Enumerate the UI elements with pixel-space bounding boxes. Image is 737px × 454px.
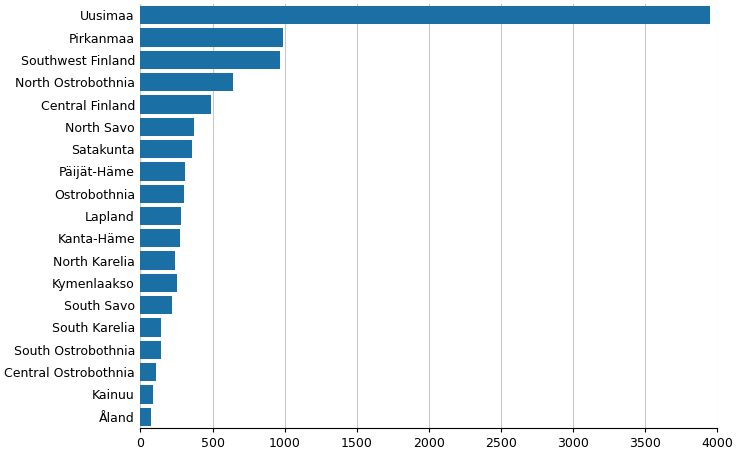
Bar [141,408,150,426]
Bar [141,29,283,47]
Bar [141,73,233,91]
Bar [141,51,280,69]
Bar [141,118,194,136]
Bar [141,207,181,225]
Bar [141,95,211,114]
Bar [141,6,710,25]
Bar [141,140,192,158]
Bar [141,340,161,359]
Bar [141,385,153,404]
Bar [141,296,172,314]
Bar [141,363,156,381]
Bar [141,162,185,181]
Bar [141,252,175,270]
Bar [141,229,180,247]
Bar [141,184,184,203]
Bar [141,274,177,292]
Bar [141,318,161,336]
